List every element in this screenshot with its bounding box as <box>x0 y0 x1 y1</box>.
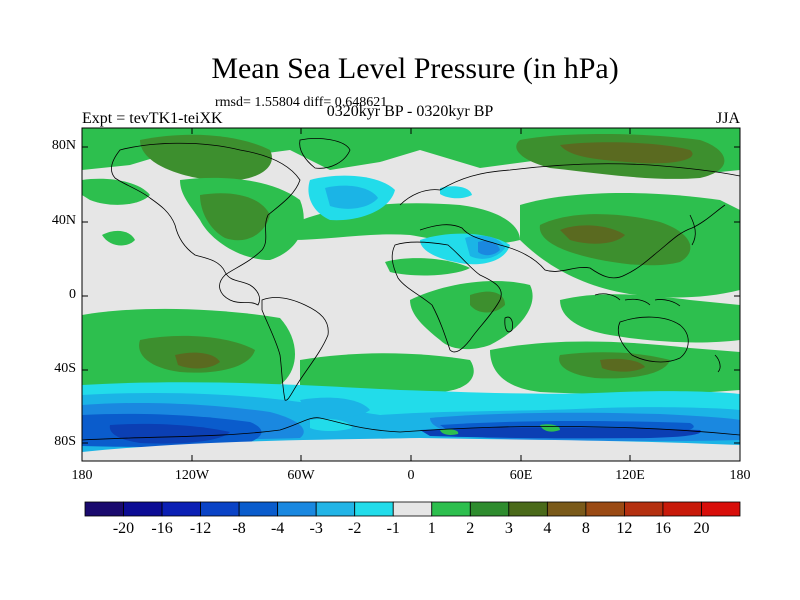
region-south-pacific-center <box>175 352 220 369</box>
colorbar-label: -4 <box>270 520 285 537</box>
antarctica-interior <box>82 438 740 461</box>
coast-greenland <box>299 138 351 169</box>
coast-japan <box>689 214 696 246</box>
coast-south-america <box>261 297 329 401</box>
colorbar-label: 4 <box>543 520 552 537</box>
colorbar-label: -12 <box>189 520 212 537</box>
colorbar-box <box>469 501 510 517</box>
region-drake-cyan <box>310 418 352 431</box>
colorbar-label: 3 <box>504 520 513 537</box>
region-south-atlantic-cyan <box>300 397 370 418</box>
season-label: JJA <box>715 110 740 127</box>
colorbar-box <box>200 501 240 517</box>
chart-title: Mean Sea Level Pressure (in hPa) <box>211 52 619 85</box>
region-west-pacific-patch <box>102 230 135 246</box>
coastlines <box>82 138 740 441</box>
lat-label: 80N <box>51 138 76 153</box>
period-label: 0320kyr BP - 0320kyr BP <box>326 103 494 120</box>
lon-label: 0 <box>407 468 415 483</box>
coast-africa <box>391 241 502 353</box>
coast-australia <box>617 316 689 363</box>
colorbar-label: -1 <box>386 520 400 537</box>
antarctica-green-patch-2 <box>440 429 459 435</box>
colorbar-box <box>123 501 163 517</box>
region-north-atlantic-low-core <box>325 185 378 209</box>
colorbar-box <box>161 501 201 517</box>
region-southern-ocean-darkest <box>109 423 230 444</box>
colorbar-label: 16 <box>654 520 671 537</box>
lat-label: 40S <box>54 361 76 376</box>
stats-text: rmsd= 1.55804 diff= 0.648621 <box>215 95 388 110</box>
coast-north-america <box>110 142 301 306</box>
lat-ticks <box>82 146 740 444</box>
lon-label: 120E <box>615 468 645 483</box>
coast-new-zealand <box>714 354 721 373</box>
colorbar-box <box>392 501 433 517</box>
coast-indonesia <box>594 293 681 307</box>
colorbar-label: 20 <box>693 520 710 537</box>
colorbar-label: 2 <box>466 520 475 537</box>
region-indian-ocean <box>560 294 740 343</box>
region-africa-core <box>470 291 505 313</box>
colorbar-box <box>624 501 664 517</box>
lat-label: 80S <box>54 434 76 449</box>
region-south-atlantic-band <box>300 353 474 394</box>
lon-label: 60W <box>287 468 315 483</box>
colorbar-box <box>546 501 587 517</box>
region-north-america-core <box>200 193 270 241</box>
colorbar-box <box>84 501 124 517</box>
colorbar-label: 12 <box>616 520 633 537</box>
colorbar-box <box>508 501 548 517</box>
colorbar-label: -16 <box>151 520 173 537</box>
region-north-atlantic-small <box>440 186 472 199</box>
colorbar <box>84 501 741 517</box>
coast-madagascar <box>504 316 513 333</box>
colorbar-box <box>662 501 702 517</box>
region-tibet-core <box>560 225 625 244</box>
colorbar-box <box>431 501 471 517</box>
lon-label: 180 <box>729 468 751 483</box>
colorbar-label: -3 <box>309 520 323 537</box>
region-south-indian-center <box>600 358 645 372</box>
lat-label: 40N <box>51 213 76 228</box>
colorbar-box <box>354 501 394 517</box>
experiment-label: Expt = tevTK1-teiXK <box>82 110 223 127</box>
colorbar-label: 8 <box>581 520 590 537</box>
colorbar-box <box>585 501 625 517</box>
colorbar-box <box>238 501 279 517</box>
region-siberia-core <box>560 142 693 164</box>
lon-ticks <box>81 128 741 461</box>
colorbar-label: -8 <box>232 520 246 537</box>
lon-label: 120W <box>174 468 210 483</box>
colorbar-box <box>277 501 317 517</box>
lon-label: 60E <box>509 468 533 483</box>
coast-antarctica <box>82 417 740 441</box>
colorbar-label: -20 <box>112 520 135 537</box>
region-antarctic-coast-band <box>420 427 701 439</box>
coast-europe-asia <box>399 163 740 279</box>
colorbar-label: -2 <box>348 520 362 537</box>
colorbar-box <box>701 501 741 517</box>
lat-label: 0 <box>69 287 76 302</box>
colorbar-label: 1 <box>427 520 436 537</box>
region-arabia-low-core <box>478 240 500 256</box>
region-north-america-green <box>140 134 272 181</box>
lon-label: 180 <box>71 468 93 483</box>
region-tropical-atlantic <box>385 258 470 276</box>
region-west-patch <box>82 178 150 205</box>
colorbar-box <box>315 501 356 517</box>
